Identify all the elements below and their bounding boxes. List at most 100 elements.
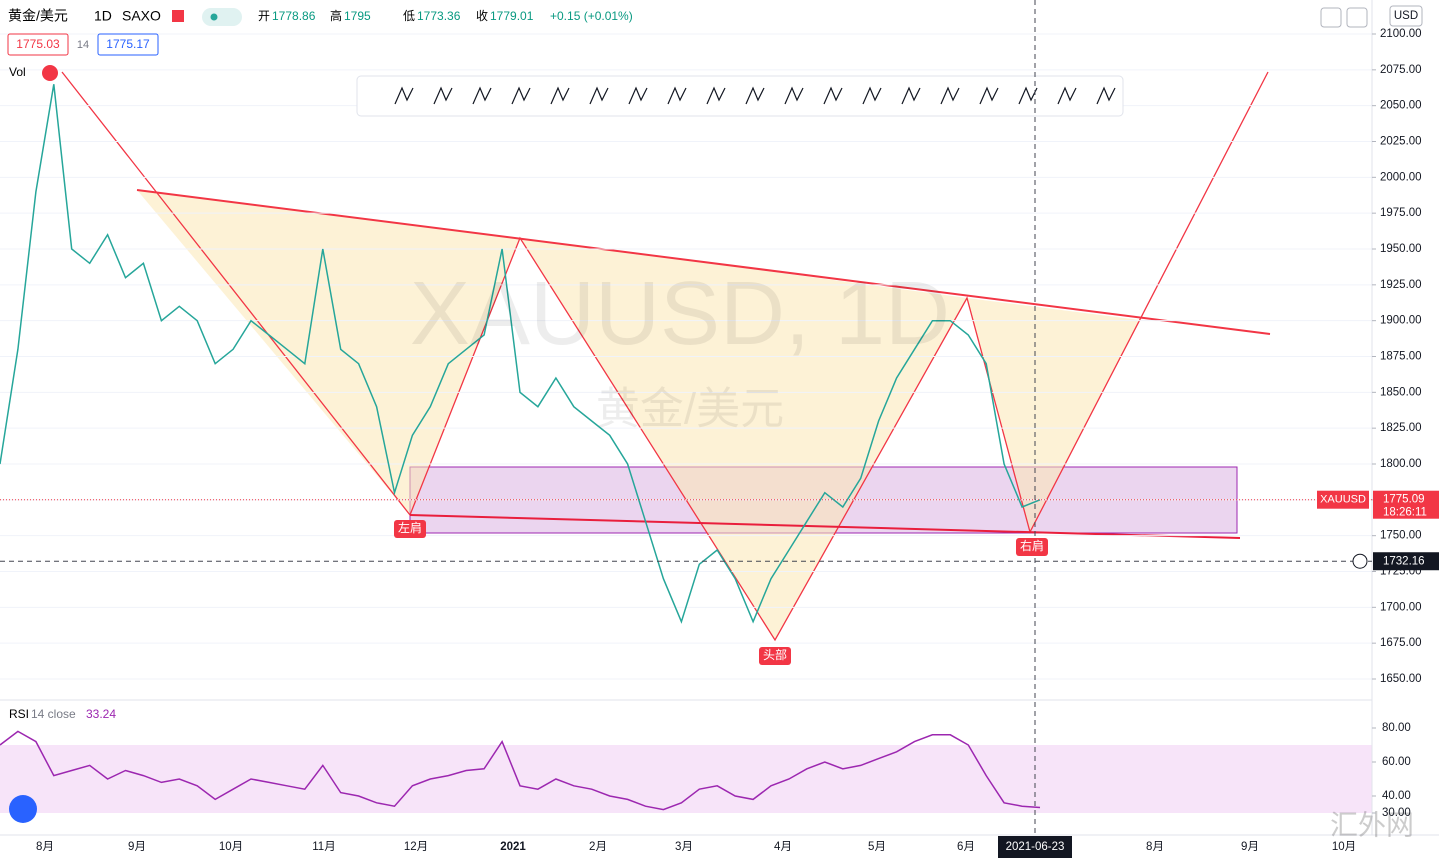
alert-icon[interactable] xyxy=(42,65,58,81)
y-tick-label: 1675.00 xyxy=(1380,637,1422,649)
date-tag xyxy=(998,836,1072,858)
x-tick-label: 10月 xyxy=(1332,841,1356,853)
vol-label: Vol xyxy=(9,65,26,79)
y-tick-label: 1925.00 xyxy=(1380,279,1422,291)
x-tick-label: 2021 xyxy=(500,841,526,853)
neckline xyxy=(136,189,1271,335)
y-tick-label: 2050.00 xyxy=(1380,100,1422,112)
tool-icon xyxy=(433,86,453,105)
change: +0.15 (+0.01%) xyxy=(550,9,633,23)
rsi-band xyxy=(0,745,1372,813)
reset-button[interactable] xyxy=(1346,7,1368,28)
x-tick-label: 2月 xyxy=(589,841,607,853)
tool-icon xyxy=(706,86,726,105)
crosshair-plus[interactable] xyxy=(1352,553,1368,569)
tool-icon xyxy=(823,86,843,105)
y-tick-label: 1700.00 xyxy=(1380,601,1422,613)
y-tick-label: 60.00 xyxy=(1382,756,1411,768)
y-tick-label: 1650.00 xyxy=(1380,673,1422,685)
y-tick-label: 40.00 xyxy=(1382,790,1411,802)
x-tick-label: 3月 xyxy=(675,841,693,853)
site-watermark: 汇外网 xyxy=(1330,809,1414,841)
ask: 1775.17 xyxy=(106,37,150,51)
price-tag xyxy=(1373,490,1439,519)
tool-icon xyxy=(667,86,687,105)
support-line xyxy=(409,514,1241,539)
rsi-line xyxy=(0,730,1041,811)
tool-icon xyxy=(628,86,648,105)
tool-icon xyxy=(589,86,609,105)
tool-icon xyxy=(511,86,531,105)
y-tick-label: 1850.00 xyxy=(1380,386,1422,398)
crosshair-tag xyxy=(1373,552,1439,571)
y-tick-label: 30.00 xyxy=(1382,807,1411,819)
tool-icon xyxy=(784,86,804,105)
tool-icon xyxy=(901,86,921,105)
rsi-params: 14 close xyxy=(31,707,76,721)
tool-icon xyxy=(472,86,492,105)
close-label: 收 xyxy=(476,9,488,23)
watermark-sub: 黄金/美元 xyxy=(596,385,784,434)
tool-icon xyxy=(394,86,414,105)
x-tick-label: 8月 xyxy=(36,841,54,853)
annotation: 左肩 xyxy=(398,520,422,535)
source: SAXO xyxy=(122,8,161,24)
x-tick-label: 11月 xyxy=(312,841,335,853)
x-tick-label: 5月 xyxy=(868,841,886,853)
y-tick-label: 2000.00 xyxy=(1380,171,1422,183)
drawing-toolbar xyxy=(356,75,1124,117)
rsi-legend: RSI 14 close 33.24 xyxy=(9,707,116,823)
interval: 1D xyxy=(94,8,112,24)
y-tick-label: 1900.00 xyxy=(1380,315,1422,327)
currency-box[interactable] xyxy=(1389,5,1423,27)
y-tick-label: 2025.00 xyxy=(1380,136,1422,148)
x-tick-label: 8月 xyxy=(1146,841,1164,853)
x-tick-label: 9月 xyxy=(1241,841,1259,853)
tool-icon xyxy=(979,86,999,105)
symbol-tag xyxy=(1317,490,1369,509)
tool-icon xyxy=(940,86,960,105)
pattern-fill xyxy=(137,190,520,515)
toolbar xyxy=(356,75,1124,117)
scroll-button[interactable] xyxy=(1320,7,1342,28)
y-tick-label: 1950.00 xyxy=(1380,243,1422,255)
crosshair-date: 2021-06-23 xyxy=(1006,841,1065,853)
x-tick-label: 4月 xyxy=(774,841,792,853)
rsi-title: RSI xyxy=(9,707,29,721)
tool-icon xyxy=(1057,86,1077,105)
price-tag-text: 1775.09 xyxy=(1383,494,1425,506)
y-tick-label: 1825.00 xyxy=(1380,422,1422,434)
annotation-box xyxy=(1016,538,1048,556)
tool-icon xyxy=(550,86,570,105)
bid-box[interactable] xyxy=(7,33,69,56)
bid: 1775.03 xyxy=(16,37,60,51)
x-tick-label: 10月 xyxy=(219,841,243,853)
flag[interactable] xyxy=(172,10,184,22)
tool-icon xyxy=(1096,86,1116,105)
tool-icon xyxy=(745,86,765,105)
tool-icon xyxy=(1018,86,1038,105)
price-line xyxy=(0,84,1041,624)
annotation-box xyxy=(394,520,426,538)
annotation-box xyxy=(759,647,791,665)
annotation: 头部 xyxy=(763,647,787,662)
y-tick-label: 2075.00 xyxy=(1380,64,1422,76)
x-tick-label: 9月 xyxy=(128,841,146,853)
rsi-last: 33.24 xyxy=(86,707,116,721)
y-tick-label: 1875.00 xyxy=(1380,351,1422,363)
ask-box[interactable] xyxy=(97,33,159,56)
pattern-fill xyxy=(520,238,967,640)
symbol: 黄金/美元 xyxy=(8,8,68,24)
y-tick-label: 1975.00 xyxy=(1380,207,1422,219)
logo[interactable] xyxy=(9,795,37,823)
annotation: 右肩 xyxy=(1020,538,1044,553)
countdown: 18:26:11 xyxy=(1383,507,1427,519)
x-tick-label: 12月 xyxy=(404,841,428,853)
spread: 14 xyxy=(77,39,89,51)
low-label: 低 xyxy=(403,9,415,23)
y-tick-label: 80.00 xyxy=(1382,722,1411,734)
high-value: 1795 xyxy=(344,9,371,23)
header: 黄金/美元 1D SAXO 开 1778.86 高 1795 低 1773.36… xyxy=(7,5,1423,81)
status-pill[interactable] xyxy=(202,8,242,26)
